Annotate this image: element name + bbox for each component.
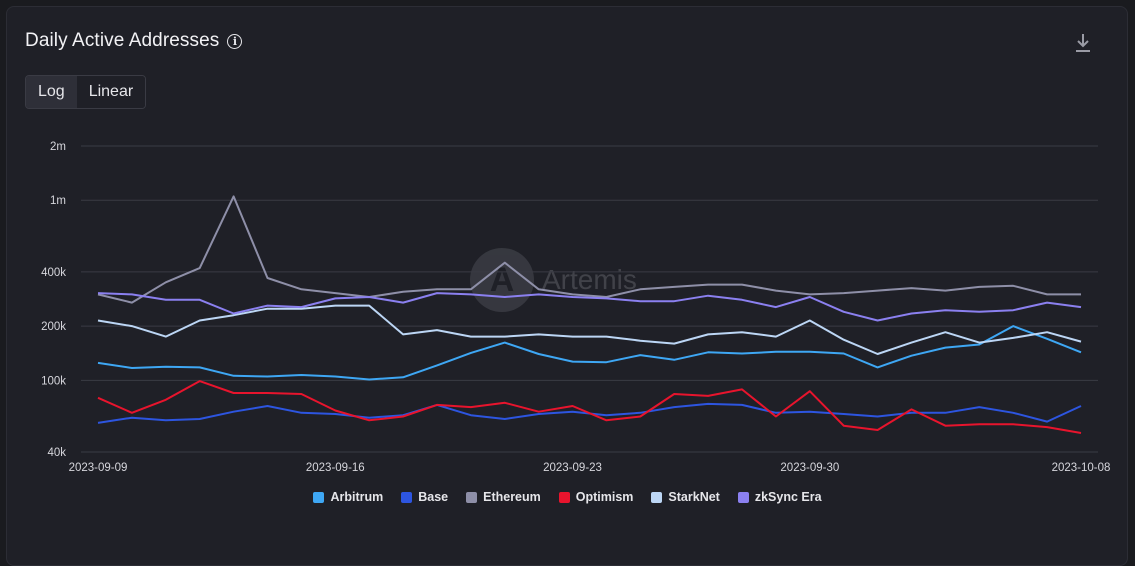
legend-label: Ethereum xyxy=(483,490,541,504)
scale-toggle: Log Linear xyxy=(25,75,147,109)
legend-swatch xyxy=(401,491,413,503)
legend-swatch xyxy=(466,491,478,503)
y-tick-label: 400k xyxy=(41,267,66,279)
series-line-optimism[interactable] xyxy=(97,380,1082,434)
legend-swatch xyxy=(737,491,749,503)
x-tick-label: 2023-09-23 xyxy=(543,462,602,474)
legend-item-base[interactable]: Base xyxy=(401,490,448,504)
y-tick-label: 40k xyxy=(47,447,66,459)
log-scale-button[interactable]: Log xyxy=(26,76,77,108)
chart-title: Daily Active Addresses xyxy=(25,30,220,51)
legend-item-starknet[interactable]: StarkNet xyxy=(651,490,720,504)
linear-scale-button[interactable]: Linear xyxy=(76,76,146,108)
x-tick-label: 2023-09-30 xyxy=(780,462,839,474)
legend-item-zksync-era[interactable]: zkSync Era xyxy=(737,490,822,504)
chart-card xyxy=(6,6,1128,566)
y-tick-label: 1m xyxy=(50,195,66,207)
legend-item-ethereum[interactable]: Ethereum xyxy=(466,490,541,504)
x-tick-label: 2023-09-16 xyxy=(306,462,365,474)
line-chart: 40k 100k 200k 400k 1m 2m 2023-09-09 2023-09-16… xyxy=(41,141,1111,474)
y-axis-ticks: 40k 100k 200k 400k 1m 2m xyxy=(41,141,66,459)
legend-swatch xyxy=(558,491,570,503)
legend-label: StarkNet xyxy=(668,490,720,504)
series-line-zksync-era[interactable] xyxy=(97,292,1082,322)
legend-label: zkSync Era xyxy=(754,490,822,504)
grid-layer xyxy=(81,145,1098,453)
legend-label: Optimism xyxy=(575,490,634,504)
series-line-ethereum[interactable] xyxy=(97,195,1081,304)
y-tick-label: 200k xyxy=(41,321,66,333)
legend-swatch xyxy=(313,491,325,503)
legend-label: Arbitrum xyxy=(330,490,384,504)
series-line-starknet[interactable] xyxy=(97,304,1082,355)
y-tick-label: 100k xyxy=(41,375,66,387)
x-axis-ticks: 2023-09-09 2023-09-16 2023-09-23 2023-09-30… xyxy=(69,462,1111,474)
title-row: Daily Active Addresses i xyxy=(25,30,243,52)
legend-item-optimism[interactable]: Optimism xyxy=(558,490,634,504)
legend-item-arbitrum[interactable]: Arbitrum xyxy=(313,490,383,504)
legend-label: Base xyxy=(418,490,449,504)
series-layer xyxy=(97,195,1082,434)
y-tick-label: 2m xyxy=(50,141,66,153)
x-tick-label: 2023-10-08 xyxy=(1052,462,1111,474)
download-icon[interactable] xyxy=(1074,32,1092,54)
legend: Arbitrum Base Ethereum Optimism StarkNet zkSy… xyxy=(0,490,1135,504)
series-line-arbitrum[interactable] xyxy=(97,325,1082,381)
legend-swatch xyxy=(651,491,663,503)
info-circle-icon[interactable]: i xyxy=(227,33,243,49)
x-tick-label: 2023-09-09 xyxy=(69,462,128,474)
